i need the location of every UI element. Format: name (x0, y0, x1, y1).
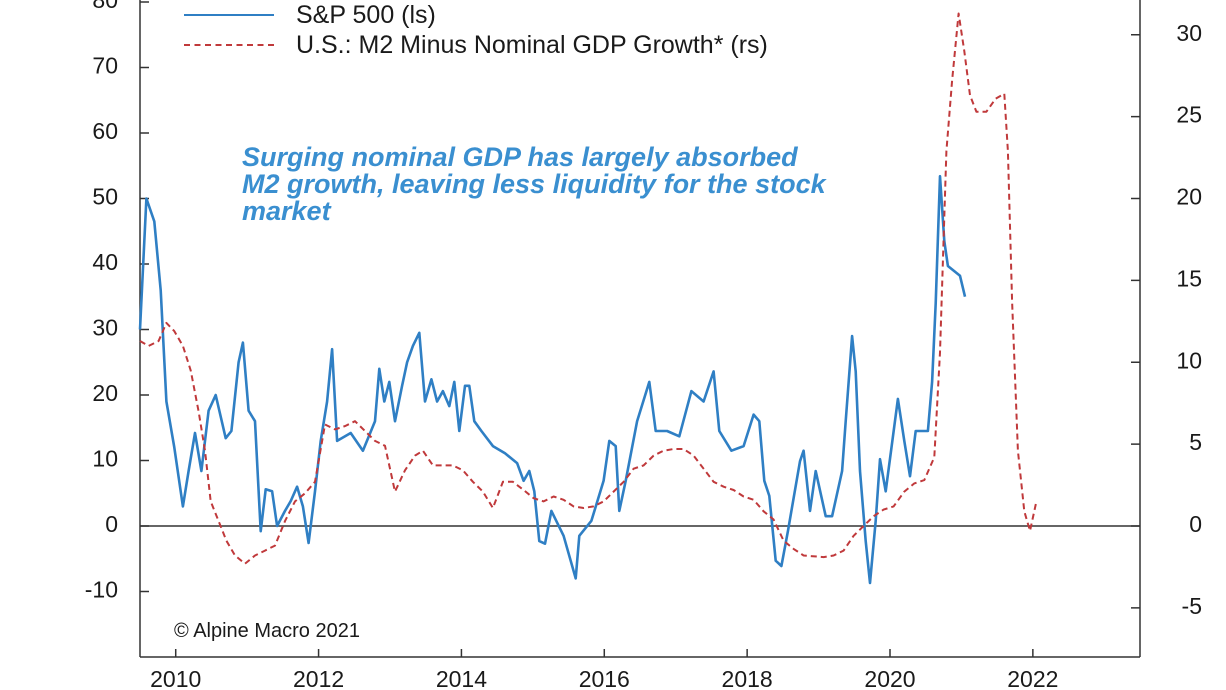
y2-tick-label: 10 (1176, 347, 1202, 373)
legend-label: S&P 500 (ls) (296, 1, 436, 29)
x-tick-label: 2010 (150, 666, 201, 690)
x-tick-label: 2012 (293, 666, 344, 690)
legend-swatch (184, 44, 274, 46)
legend-entry: U.S.: M2 Minus Nominal GDP Growth* (rs) (184, 30, 896, 60)
y-tick-label: 60 (92, 118, 118, 144)
y-tick-label: 80 (92, 0, 118, 13)
legend-swatch (184, 14, 274, 16)
annotation: Surging nominal GDP has largely absorbed… (242, 142, 826, 226)
y-tick-label: -10 (85, 577, 118, 603)
y-tick-label: 0 (105, 511, 118, 537)
x-tick-label: 2020 (864, 666, 915, 690)
legend-entry: S&P 500 (ls) (184, 0, 896, 30)
y-tick-label: 70 (92, 53, 118, 79)
series-line (139, 12, 1038, 565)
y-tick-label: 30 (92, 315, 118, 341)
y2-tick-label: 5 (1189, 429, 1202, 455)
y2-tick-label: 0 (1189, 511, 1202, 537)
legend-label: U.S.: M2 Minus Nominal GDP Growth* (rs) (296, 31, 768, 59)
y2-tick-label: 25 (1176, 102, 1202, 128)
y2-tick-label: 20 (1176, 184, 1202, 210)
y-tick-label: 50 (92, 184, 118, 210)
y-tick-label: 20 (92, 380, 118, 406)
source-note: © Alpine Macro 2021 (174, 620, 360, 642)
x-tick-label: 2022 (1007, 666, 1058, 690)
y-tick-label: 10 (92, 446, 118, 472)
x-tick-label: 2016 (579, 666, 630, 690)
y2-tick-label: 15 (1176, 265, 1202, 291)
x-tick-label: 2014 (436, 666, 487, 690)
x-tick-label: 2018 (722, 666, 773, 690)
y2-tick-label: 30 (1176, 20, 1202, 46)
y-tick-label: 40 (92, 249, 118, 275)
legend: S&P 500 (ls) U.S.: M2 Minus Nominal GDP G… (184, 0, 896, 60)
series-line (138, 174, 967, 585)
y2-tick-label: -5 (1182, 593, 1202, 619)
